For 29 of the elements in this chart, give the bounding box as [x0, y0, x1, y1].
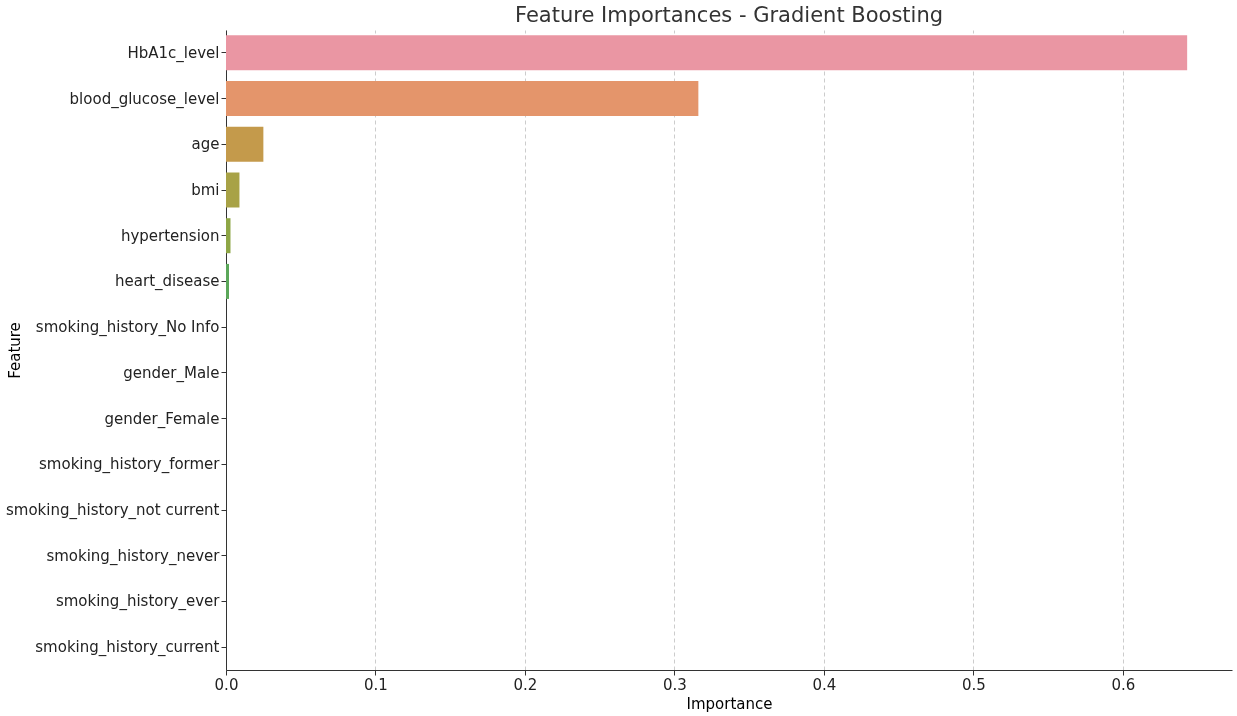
y-tick-label: smoking_history_current	[35, 638, 220, 658]
y-tick-label: gender_Male	[123, 363, 220, 383]
bar	[226, 172, 240, 208]
bar	[226, 35, 1188, 71]
bar	[226, 81, 699, 117]
y-tick-label: smoking_history_No Info	[35, 318, 220, 338]
x-tick-label: 0.4	[812, 675, 837, 694]
y-tick-label: blood_glucose_level	[69, 89, 220, 109]
x-axis-title: Importance	[686, 694, 773, 713]
y-tick-label: bmi	[191, 181, 220, 199]
y-tick-label: hypertension	[120, 226, 220, 245]
y-axis-title: Feature	[5, 322, 24, 379]
y-tick-label: gender_Female	[104, 409, 220, 429]
bar	[226, 263, 229, 299]
x-tick-label: 0.5	[961, 675, 986, 694]
y-tick-label: HbA1c_level	[127, 43, 220, 63]
chart-title: Feature Importances - Gradient Boosting	[514, 3, 944, 27]
y-tick-label: smoking_history_never	[46, 546, 221, 566]
x-tick-label: 0.3	[663, 675, 687, 694]
x-tick-label: 0.6	[1111, 675, 1136, 694]
x-tick-label: 0.1	[364, 675, 388, 694]
x-tick-label: 0.2	[513, 675, 538, 694]
y-tick-label: age	[191, 135, 220, 154]
y-tick-label: smoking_history_former	[39, 455, 221, 475]
bar	[226, 126, 264, 162]
y-tick-label: heart_disease	[115, 272, 220, 292]
y-tick-label: smoking_history_not current	[5, 501, 220, 520]
y-tick-label: smoking_history_ever	[55, 592, 221, 612]
x-tick-label: 0.0	[214, 675, 239, 694]
